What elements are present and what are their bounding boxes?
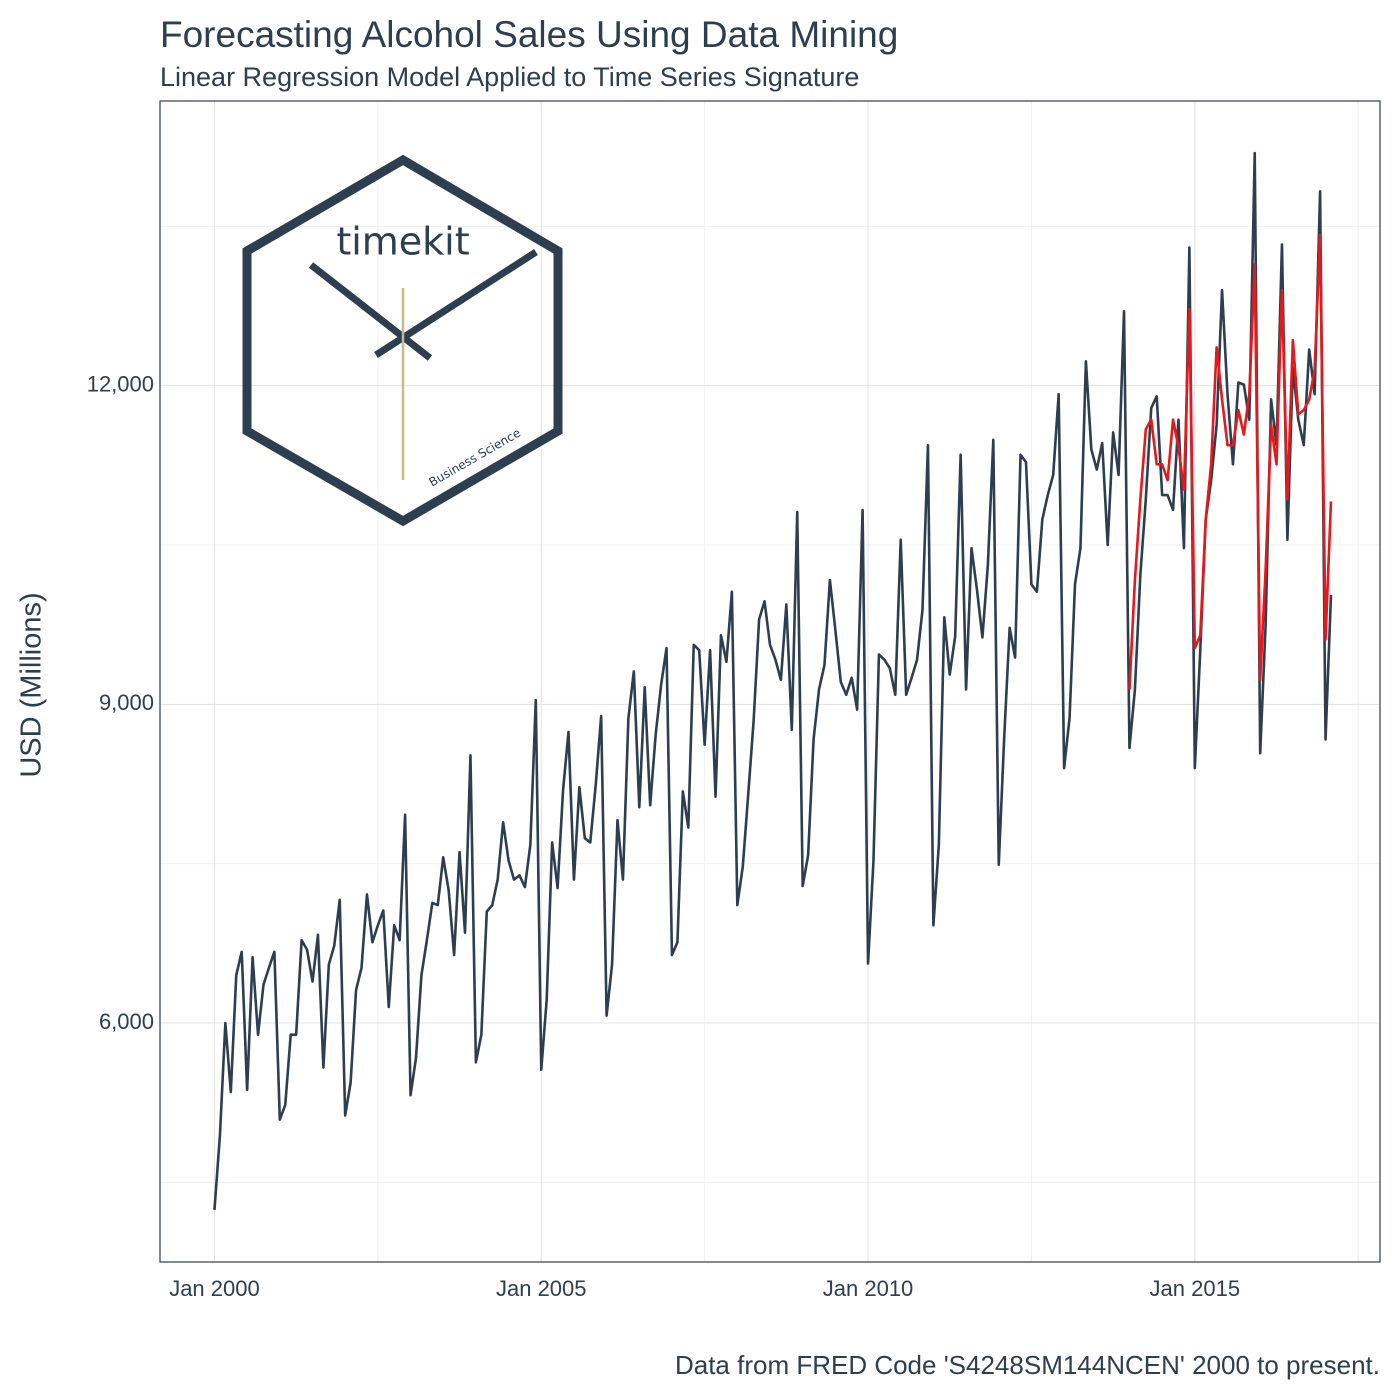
- x-tick-label: Jan 2010: [823, 1276, 914, 1301]
- chart-title: Forecasting Alcohol Sales Using Data Min…: [160, 14, 898, 55]
- y-tick-label: 12,000: [87, 371, 154, 396]
- logo-text: timekit: [336, 220, 469, 264]
- series-line: [213, 151, 1333, 1211]
- logo-hand: [308, 262, 433, 361]
- x-tick-label: Jan 2000: [169, 1276, 260, 1301]
- y-axis-label: USD (Millions): [16, 592, 48, 777]
- x-tick-label: Jan 2005: [496, 1276, 587, 1301]
- chart-subtitle: Linear Regression Model Applied to Time …: [160, 62, 859, 92]
- logo-hexagon: [242, 154, 563, 527]
- series-line: [1128, 233, 1333, 690]
- caption: Data from FRED Code 'S4248SM144NCEN' 200…: [675, 1350, 1380, 1380]
- y-tick-label: 6,000: [99, 1009, 154, 1034]
- y-tick-label: 9,000: [99, 690, 154, 715]
- grid: [160, 101, 1380, 1262]
- logo: timekit Business Science: [242, 154, 563, 527]
- logo-hand: [374, 249, 538, 358]
- x-tick-label: Jan 2015: [1150, 1276, 1241, 1301]
- lines: [213, 151, 1333, 1211]
- panel-border: [159, 100, 1381, 1263]
